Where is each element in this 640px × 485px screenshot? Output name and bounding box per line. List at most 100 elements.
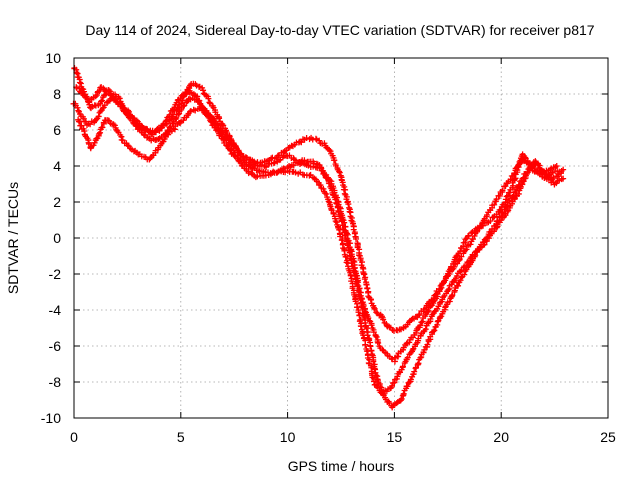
data-point [353, 235, 360, 242]
data-point [342, 235, 349, 242]
data-point [187, 108, 194, 115]
data-point [97, 129, 104, 136]
data-point [169, 107, 176, 114]
data-point [496, 192, 503, 199]
data-point [343, 259, 350, 266]
data-point [155, 136, 162, 143]
data-point [214, 121, 221, 128]
data-point [469, 236, 476, 243]
data-point [216, 115, 223, 122]
data-point [367, 296, 374, 303]
y-tick-label: -8 [49, 374, 62, 390]
x-tick-label: 0 [70, 429, 78, 445]
data-point [97, 108, 104, 115]
data-point [76, 85, 83, 92]
data-point [436, 285, 443, 292]
x-tick-label: 15 [387, 429, 403, 445]
data-point [494, 217, 501, 224]
data-point [398, 395, 405, 402]
data-point [553, 163, 560, 169]
y-tick-label: -6 [49, 338, 62, 354]
data-point [364, 332, 371, 339]
data-point [483, 211, 490, 218]
data-point [404, 354, 411, 361]
data-point [172, 116, 179, 123]
data-point [110, 121, 117, 128]
data-point [342, 253, 349, 260]
data-point [177, 119, 184, 126]
data-point [333, 200, 340, 207]
data-point [364, 285, 371, 292]
data-point [427, 315, 434, 322]
data-point [180, 103, 187, 110]
data-point [340, 245, 347, 252]
data-point [325, 198, 332, 205]
x-tick-label: 20 [493, 429, 509, 445]
data-point [310, 163, 317, 170]
data-point [95, 131, 102, 138]
data-point [356, 252, 363, 259]
data-point [242, 154, 249, 161]
data-point [92, 93, 99, 100]
y-tick-label: 10 [45, 50, 61, 66]
data-point [98, 98, 105, 105]
y-tick-label: -4 [49, 302, 62, 318]
data-point [355, 309, 362, 316]
data-point [453, 273, 460, 280]
data-point [431, 292, 438, 299]
data-point [358, 299, 365, 306]
data-point [336, 169, 343, 176]
x-tick-label: 5 [177, 429, 185, 445]
data-point [473, 248, 480, 255]
data-point [373, 334, 380, 341]
data-point [458, 253, 465, 260]
data-point [417, 322, 424, 329]
data-point [391, 379, 398, 386]
data-point [74, 104, 81, 111]
data-point [360, 312, 367, 319]
data-point [415, 360, 422, 367]
data-point [206, 99, 213, 106]
data-point [451, 263, 458, 270]
data-point [502, 204, 509, 211]
data-point [430, 328, 437, 335]
data-point [96, 87, 103, 94]
data-point [140, 131, 147, 138]
data-point [147, 155, 154, 162]
data-point [511, 170, 518, 177]
data-point [558, 170, 565, 177]
data-point [393, 400, 400, 407]
data-point [361, 271, 368, 278]
data-point [331, 157, 338, 164]
series-track-c [75, 105, 567, 411]
data-point [504, 192, 511, 199]
data-point [162, 118, 169, 125]
data-point [362, 319, 369, 326]
data-point [424, 341, 431, 348]
data-point [354, 287, 361, 294]
data-layer [70, 65, 567, 411]
data-point [348, 260, 355, 267]
data-point [323, 190, 330, 197]
data-point [333, 199, 340, 206]
data-point [337, 233, 344, 240]
data-point [368, 347, 375, 354]
data-point [373, 309, 380, 316]
data-point [347, 255, 354, 262]
data-point [484, 234, 491, 241]
data-point [416, 311, 423, 318]
data-point [361, 276, 368, 283]
data-point [274, 169, 281, 176]
data-point [487, 218, 494, 225]
data-point [409, 346, 416, 353]
data-point [560, 166, 567, 173]
data-point [437, 314, 444, 321]
data-point [502, 196, 509, 203]
data-point [467, 241, 474, 248]
data-point [491, 201, 498, 208]
data-point [375, 339, 382, 346]
data-point [431, 327, 438, 334]
data-point [118, 103, 125, 110]
data-point [380, 316, 387, 323]
